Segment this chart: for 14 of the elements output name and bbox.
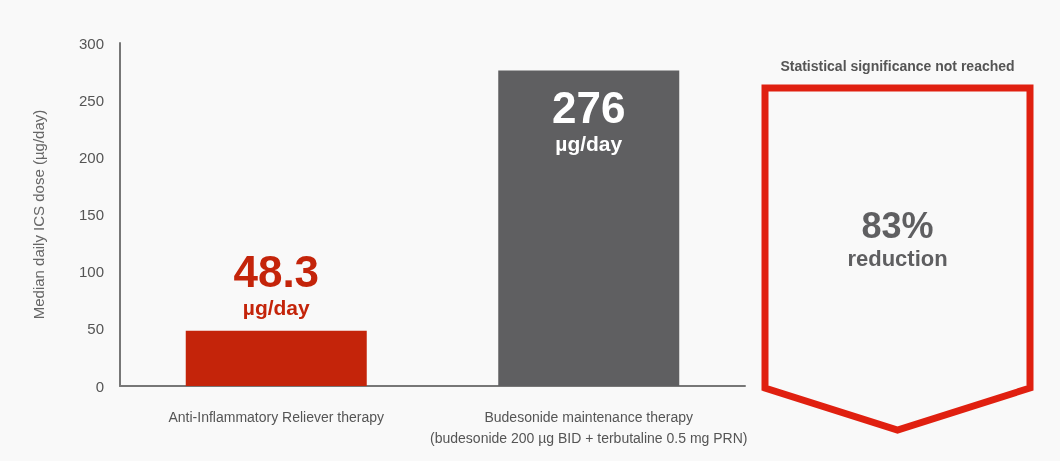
x-tick-label: Anti-Inflammatory Reliever therapy: [168, 408, 385, 425]
data-label: 48.3 µg/day: [233, 247, 320, 320]
data-label: 276 µg/day: [552, 82, 626, 155]
y-tick-label: 50: [87, 320, 104, 338]
y-axis-title: Median daily ICS dose (µg/day): [30, 109, 47, 320]
y-tick-label: 100: [78, 263, 104, 281]
y-tick-label: 200: [78, 148, 104, 166]
x-tick-label: Budesonide maintenance therapy (budesonide 200 µg BID + terbutaline 0.5 mg PRN): [430, 408, 748, 446]
text: 83% reduction: [847, 204, 948, 271]
y-tick-label: 250: [78, 91, 104, 109]
y-tick-label: 150: [78, 206, 104, 223]
y-tick-label: 300: [78, 34, 104, 52]
text: Statistical significance not reached: [780, 58, 1015, 74]
y-tick-label: 0: [95, 377, 104, 395]
